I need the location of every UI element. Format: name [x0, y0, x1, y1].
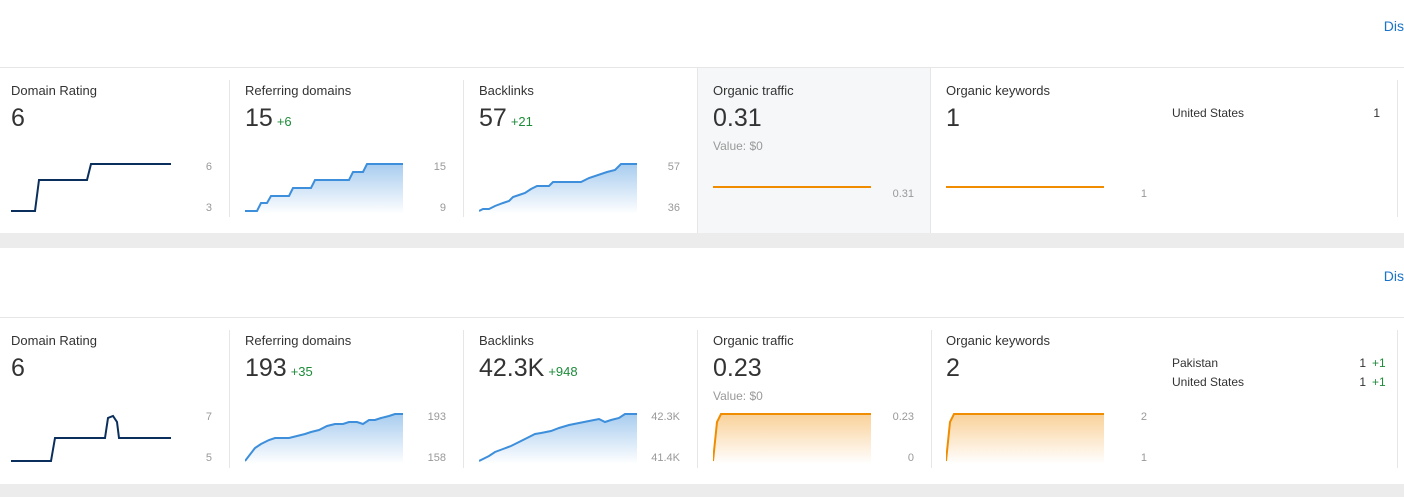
referring-domains-title: Referring domains: [245, 333, 352, 348]
organic-traffic-sparkline: [713, 413, 871, 464]
organic-traffic-value: 0.31: [713, 104, 762, 132]
backlinks-sparkline: [479, 413, 637, 464]
organic-keywords-sparkline: [946, 413, 1104, 464]
card-divider: [229, 80, 230, 217]
backlinks-title: Backlinks: [479, 83, 534, 98]
organic-keywords-card[interactable]: Organic keywords 2 2 1: [935, 318, 1165, 484]
backlinks-sparkline: [479, 163, 637, 214]
card-divider: [697, 330, 698, 468]
backlinks-title: Backlinks: [479, 333, 534, 348]
referring-domains-delta: +6: [276, 114, 292, 129]
block-header: Dis: [0, 248, 1404, 318]
domain-rating-axis-max: 7: [205, 411, 212, 423]
organic-keywords-card[interactable]: Organic keywords 1 1: [935, 68, 1165, 233]
organic-keywords-title: Organic keywords: [946, 83, 1051, 98]
backlinks-axis-min: 41.4K: [651, 452, 680, 464]
country-name[interactable]: Pakistan: [1172, 356, 1219, 370]
country-name[interactable]: United States: [1172, 106, 1245, 120]
referring-domains-title: Referring domains: [245, 83, 352, 98]
domain-rating-title: Domain Rating: [11, 333, 97, 348]
referring-domains-value: 193 +35: [245, 354, 313, 383]
organic-traffic-title: Organic traffic: [713, 333, 794, 348]
domain-rating-value: 6: [11, 354, 25, 382]
organic-traffic-axis-max: 0.23: [892, 411, 914, 423]
domain-rating-sparkline: [11, 163, 171, 212]
display-link[interactable]: Dis: [1383, 18, 1404, 34]
organic-keywords-axis-min: 1: [1140, 452, 1147, 464]
organic-keywords-axis-max: 2: [1140, 411, 1147, 423]
country-value: 1: [1359, 375, 1366, 389]
country-delta: +1: [1372, 375, 1386, 389]
backlinks-number: 42.3K: [479, 354, 545, 382]
domain-rating-axis-min: 3: [205, 202, 212, 214]
backlinks-axis-max: 42.3K: [651, 411, 680, 423]
country-delta: +1: [1372, 356, 1386, 370]
referring-domains-number: 193: [245, 354, 287, 382]
referring-domains-card[interactable]: Referring domains 15 +6 15 9: [234, 68, 464, 233]
domain-rating-axis-max: 6: [205, 161, 212, 173]
card-divider: [1397, 330, 1398, 468]
backlinks-card[interactable]: Backlinks 42.3K +948 42.3K 41.4K: [468, 318, 698, 484]
organic-traffic-sparkline: [713, 186, 871, 188]
referring-domains-card[interactable]: Referring domains 193 +35 193 158: [234, 318, 464, 484]
organic-traffic-axis-value: 0.31: [892, 188, 914, 200]
organic-traffic-card[interactable]: Organic traffic 0.31 Value: $0 0.31: [697, 68, 931, 233]
organic-traffic-axis-min: 0: [907, 452, 914, 464]
backlinks-card[interactable]: Backlinks 57 +21 57 36: [468, 68, 698, 233]
country-value: 1: [1373, 106, 1380, 120]
organic-keywords-axis-value: 1: [1140, 188, 1147, 200]
country-value: 1: [1359, 356, 1366, 370]
card-divider: [1397, 80, 1398, 217]
organic-keywords-value: 1: [946, 104, 960, 132]
organic-traffic-card[interactable]: Organic traffic 0.23 Value: $0 0.23 0: [702, 318, 932, 484]
card-divider: [931, 330, 932, 468]
domain-rating-card[interactable]: Domain Rating 6 7 5: [0, 318, 230, 484]
organic-keywords-sparkline: [946, 186, 1104, 188]
referring-domains-axis-max: 15: [433, 161, 446, 173]
backlinks-delta: +21: [510, 114, 533, 129]
organic-traffic-sub: Value: $0: [713, 139, 763, 153]
domain-rating-card[interactable]: Domain Rating 6 6 3: [0, 68, 230, 233]
backlinks-delta: +948: [548, 364, 578, 379]
backlinks-axis-max: 57: [667, 161, 680, 173]
organic-traffic-value: 0.23: [713, 354, 762, 382]
referring-domains-sparkline: [245, 413, 403, 464]
referring-domains-axis-min: 158: [427, 452, 446, 464]
referring-domains-number: 15: [245, 104, 273, 132]
card-divider: [463, 330, 464, 468]
domain-rating-sparkline: [11, 414, 171, 462]
card-divider: [229, 330, 230, 468]
metrics-row: Domain Rating 6 6 3 Referring domains 15…: [0, 68, 1404, 233]
referring-domains-axis-min: 9: [439, 202, 446, 214]
referring-domains-delta: +35: [290, 364, 313, 379]
backlinks-value: 42.3K +948: [479, 354, 578, 383]
site-overview-block-2: Dis Domain Rating 6 7 5 Referring domain…: [0, 248, 1404, 484]
referring-domains-axis-max: 193: [427, 411, 446, 423]
referring-domains-sparkline: [245, 163, 403, 214]
metrics-row: Domain Rating 6 7 5 Referring domains 19…: [0, 318, 1404, 484]
backlinks-number: 57: [479, 104, 507, 132]
display-link[interactable]: Dis: [1383, 268, 1404, 284]
organic-keywords-value: 2: [946, 354, 960, 382]
backlinks-value: 57 +21: [479, 104, 533, 133]
card-divider: [463, 80, 464, 217]
organic-traffic-title: Organic traffic: [713, 83, 794, 98]
domain-rating-value: 6: [11, 104, 25, 132]
domain-rating-title: Domain Rating: [11, 83, 97, 98]
country-name[interactable]: United States: [1172, 375, 1245, 389]
site-overview-block-1: Dis Domain Rating 6 6 3 Referring domain…: [0, 0, 1404, 233]
referring-domains-value: 15 +6: [245, 104, 292, 133]
block-header: Dis: [0, 0, 1404, 68]
backlinks-axis-min: 36: [667, 202, 680, 214]
organic-keywords-title: Organic keywords: [946, 333, 1051, 348]
domain-rating-axis-min: 5: [205, 452, 212, 464]
organic-traffic-sub: Value: $0: [713, 389, 763, 403]
